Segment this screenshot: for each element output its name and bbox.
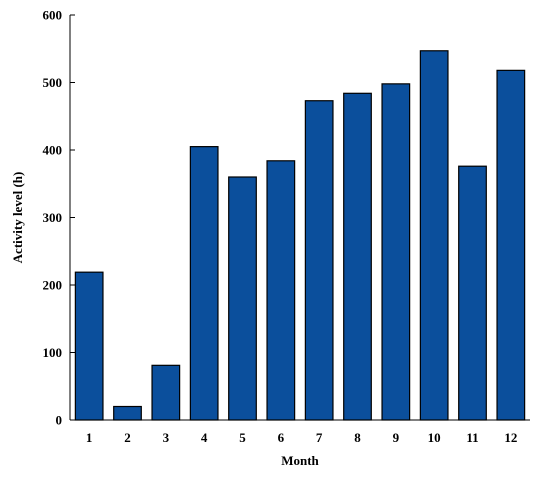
x-axis-title: Month (281, 453, 319, 468)
x-tick-label: 6 (278, 430, 285, 445)
x-tick-label: 2 (124, 430, 131, 445)
x-tick-label: 9 (393, 430, 400, 445)
y-tick-label: 500 (43, 75, 63, 90)
x-ticks: 1 2 3 4 5 6 7 8 9 10 11 12 (86, 430, 517, 445)
x-tick-label: 1 (86, 430, 93, 445)
bars-layer (74, 50, 526, 421)
y-tick-label: 0 (56, 413, 63, 428)
y-tick-label: 300 (43, 210, 63, 225)
x-tick-label: 11 (466, 430, 478, 445)
bar-month-12 (496, 69, 526, 421)
y-ticks: 0 100 200 300 400 500 600 (43, 8, 75, 428)
bar-month-8 (343, 92, 372, 421)
bar-month-6 (266, 160, 296, 421)
x-tick-label: 4 (201, 430, 208, 445)
bar-month-9 (381, 83, 411, 421)
y-tick-label: 600 (43, 8, 63, 23)
bar-month-7 (304, 100, 334, 421)
y-tick-label: 100 (43, 345, 63, 360)
bar-month-1 (74, 271, 104, 421)
bar-month-11 (458, 165, 487, 421)
x-tick-label: 3 (163, 430, 170, 445)
bar-month-3 (151, 364, 181, 421)
x-tick-label: 10 (428, 430, 441, 445)
y-axis-title: Activity level (h) (10, 172, 25, 264)
y-tick-label: 200 (43, 278, 63, 293)
y-tick-label: 400 (43, 143, 63, 158)
bar-month-10 (419, 50, 449, 421)
bar-month-5 (228, 176, 257, 421)
bar-month-2 (113, 405, 142, 421)
bar-month-4 (189, 146, 219, 421)
x-tick-label: 8 (354, 430, 361, 445)
x-tick-label: 7 (316, 430, 323, 445)
x-tick-label: 12 (504, 430, 517, 445)
x-tick-label: 5 (239, 430, 246, 445)
